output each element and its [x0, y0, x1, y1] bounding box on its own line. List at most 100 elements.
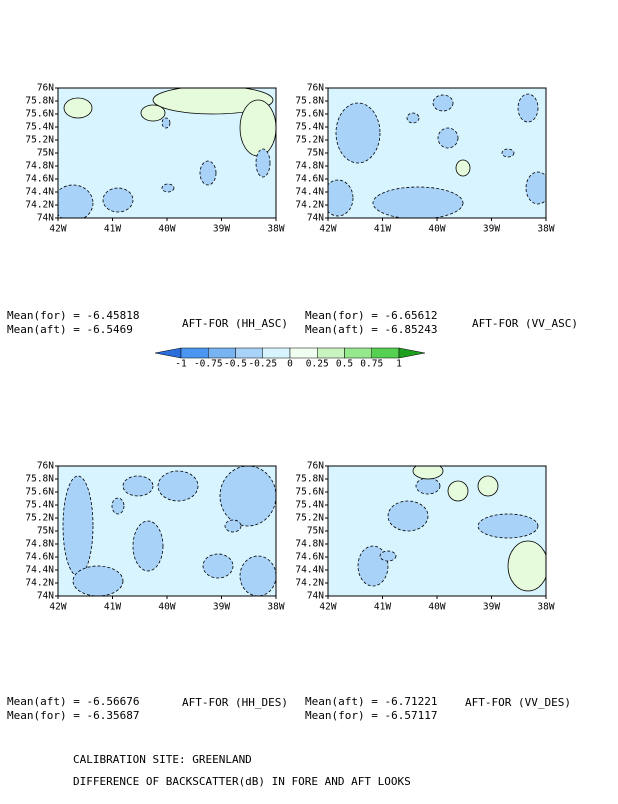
contour-region	[161, 183, 175, 193]
x-tick-label: 42W	[49, 602, 66, 613]
x-tick-label: 38W	[537, 224, 554, 235]
y-tick-label: 74.6N	[295, 552, 324, 563]
contour-region	[239, 99, 276, 157]
contour-region	[412, 466, 444, 480]
map-panel	[58, 88, 276, 218]
contour-region	[102, 187, 134, 213]
y-tick-label: 74.8N	[25, 161, 54, 172]
y-tick-label: 75.6N	[295, 109, 324, 120]
y-tick-label: 75.2N	[295, 513, 324, 524]
contour-region	[437, 127, 459, 149]
contour-region	[239, 555, 276, 596]
contour-region	[477, 513, 539, 539]
y-tick-label: 76N	[37, 83, 54, 94]
x-tick-label: 39W	[483, 224, 500, 235]
colorbar-segment	[371, 347, 400, 359]
mean-stat: Mean(for) = -6.45818	[7, 309, 139, 322]
x-tick-label: 40W	[158, 602, 175, 613]
contour-region	[525, 171, 546, 205]
contour-region	[447, 480, 469, 502]
y-tick-label: 74.8N	[295, 161, 324, 172]
y-tick-label: 75.4N	[295, 122, 324, 133]
y-tick-label: 75.6N	[25, 109, 54, 120]
y-tick-label: 76N	[37, 461, 54, 472]
y-tick-label: 74.4N	[25, 187, 54, 198]
x-tick-label: 42W	[49, 224, 66, 235]
contour-region	[161, 117, 171, 129]
colorbar-segment	[180, 347, 209, 359]
map-panel	[328, 466, 546, 596]
x-tick-label: 38W	[537, 602, 554, 613]
y-tick-label: 74N	[37, 591, 54, 602]
contour-region	[132, 520, 164, 572]
contour-region	[62, 475, 94, 577]
colorbar-segment	[289, 347, 318, 359]
colorbar-label: 0	[287, 359, 293, 370]
y-tick-label: 74.2N	[25, 200, 54, 211]
footer-site: CALIBRATION SITE: GREENLAND	[73, 753, 252, 766]
colorbar-label: 1	[396, 359, 402, 370]
y-tick-label: 75N	[37, 148, 54, 159]
contour-region	[63, 97, 93, 119]
y-tick-label: 74.4N	[295, 187, 324, 198]
contour-region	[507, 540, 546, 592]
y-tick-label: 76N	[307, 461, 324, 472]
y-tick-label: 75.6N	[295, 487, 324, 498]
y-tick-label: 74.8N	[295, 539, 324, 550]
y-tick-label: 75N	[307, 148, 324, 159]
contour-region	[72, 565, 124, 596]
contour-region	[157, 470, 199, 502]
colorbar-label: -0.25	[248, 359, 277, 370]
y-tick-label: 75N	[37, 526, 54, 537]
y-tick-label: 75.8N	[25, 96, 54, 107]
colorbar-segment	[317, 347, 345, 359]
contour-region	[255, 148, 271, 178]
contour-region	[432, 94, 454, 112]
y-tick-label: 74.2N	[295, 200, 324, 211]
contour-region	[152, 88, 274, 115]
panel-title: AFT-FOR (HH_ASC)	[182, 317, 288, 330]
x-tick-label: 42W	[319, 224, 336, 235]
contour-region	[219, 466, 276, 527]
contour-region	[501, 148, 515, 158]
y-tick-label: 75.2N	[25, 135, 54, 146]
y-tick-label: 74N	[307, 213, 324, 224]
contour-region	[415, 477, 441, 495]
contour-region	[517, 93, 539, 123]
contour-region	[202, 553, 234, 579]
y-tick-label: 74.4N	[25, 565, 54, 576]
x-tick-label: 39W	[483, 602, 500, 613]
x-tick-label: 38W	[267, 224, 284, 235]
contour-region	[372, 186, 464, 218]
colorbar-label: 0.5	[336, 359, 353, 370]
y-tick-label: 75.4N	[295, 500, 324, 511]
x-tick-label: 41W	[104, 224, 121, 235]
panel-title: AFT-FOR (VV_DES)	[465, 696, 571, 709]
map-panel	[328, 88, 546, 218]
x-tick-label: 42W	[319, 602, 336, 613]
y-tick-label: 75.4N	[25, 500, 54, 511]
x-tick-label: 41W	[374, 602, 391, 613]
y-tick-label: 75.4N	[25, 122, 54, 133]
map-panel	[58, 466, 276, 596]
x-tick-label: 39W	[213, 224, 230, 235]
contour-region	[224, 519, 242, 533]
y-tick-label: 75.8N	[295, 96, 324, 107]
y-tick-label: 74.2N	[295, 578, 324, 589]
colorbar-label: -0.75	[194, 359, 223, 370]
footer-caption: DIFFERENCE OF BACKSCATTER(dB) IN FORE AN…	[73, 775, 411, 788]
x-tick-label: 41W	[374, 224, 391, 235]
x-tick-label: 41W	[104, 602, 121, 613]
mean-stat: Mean(aft) = -6.5469	[7, 323, 133, 336]
mean-stat: Mean(aft) = -6.71221	[305, 695, 437, 708]
x-tick-label: 39W	[213, 602, 230, 613]
contour-region	[406, 112, 420, 124]
mean-stat: Mean(for) = -6.35687	[7, 709, 139, 722]
colorbar-high	[398, 347, 426, 359]
contour-region	[111, 497, 125, 515]
contour-region	[379, 550, 397, 562]
colorbar-segment	[208, 347, 236, 359]
x-tick-label: 40W	[428, 224, 445, 235]
contour-region	[455, 159, 471, 177]
